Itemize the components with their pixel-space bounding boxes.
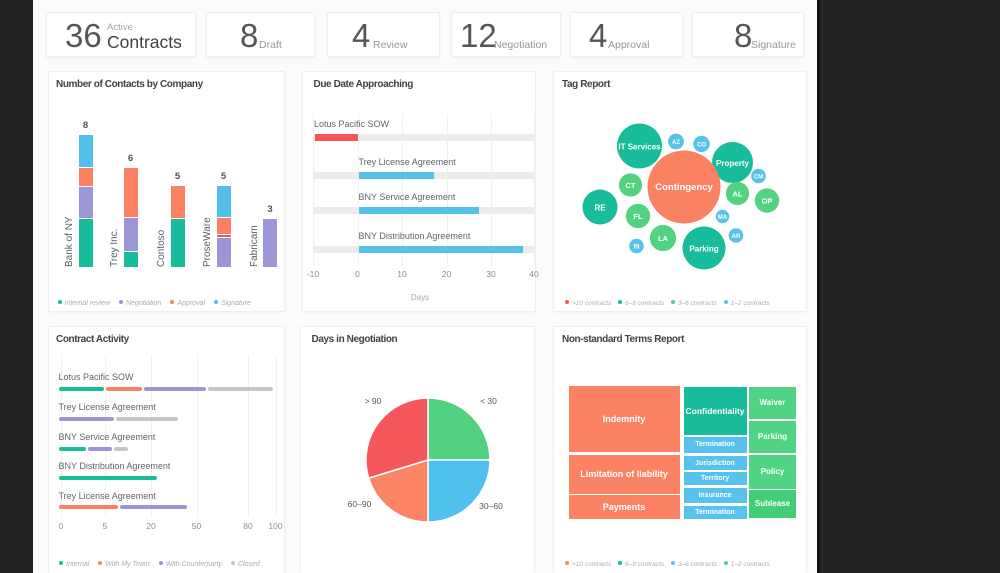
svg-text:> 90: > 90	[365, 396, 382, 406]
svg-text:60–90: 60–90	[348, 499, 372, 509]
svg-text:IT Services: IT Services	[618, 143, 661, 152]
svg-text:IN: IN	[634, 245, 640, 251]
svg-text:Property: Property	[716, 159, 749, 168]
svg-text:< 30: < 30	[480, 396, 497, 406]
svg-text:AR: AR	[732, 234, 741, 240]
svg-text:RE: RE	[594, 204, 606, 213]
svg-text:AZ: AZ	[672, 140, 680, 146]
svg-text:30–60: 30–60	[479, 501, 503, 511]
svg-text:OP: OP	[762, 197, 773, 206]
svg-text:FL: FL	[633, 212, 643, 221]
svg-text:MA: MA	[718, 215, 728, 221]
svg-text:Parking: Parking	[689, 245, 718, 254]
svg-text:CM: CM	[754, 175, 763, 181]
svg-text:Contingency: Contingency	[655, 182, 713, 193]
svg-text:CT: CT	[626, 181, 636, 190]
svg-text:LA: LA	[658, 234, 669, 243]
svg-text:CO: CO	[697, 143, 706, 149]
svg-text:AL: AL	[733, 190, 743, 199]
